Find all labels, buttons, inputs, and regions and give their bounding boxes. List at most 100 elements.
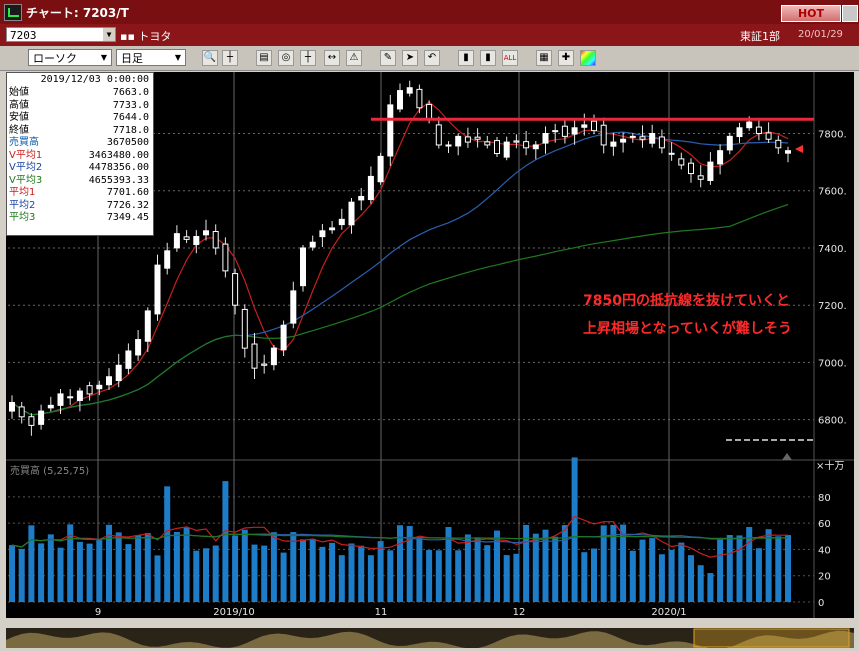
title-bar: チャート: 7203/T HOT (0, 0, 859, 24)
candle-body (707, 161, 714, 181)
grid-icon[interactable]: ▦ (536, 50, 552, 66)
volume-bar (154, 555, 161, 602)
info-row-value: 4478356.00 (88, 162, 149, 173)
crosshair-icon[interactable]: ┼ (222, 50, 238, 66)
color-palette-icon[interactable] (580, 50, 596, 66)
candle-body (620, 138, 627, 143)
volume-bar (193, 550, 200, 602)
volume-bar (503, 555, 510, 602)
chevron-down-icon[interactable]: ▼ (103, 28, 115, 41)
candle-body (726, 135, 733, 151)
volume-bar (610, 524, 617, 602)
candle-body (232, 273, 239, 306)
volume-bar (106, 524, 112, 602)
candle-body (717, 150, 724, 165)
volume-bar (319, 546, 326, 602)
candle-body (154, 264, 161, 315)
volume-bar (86, 543, 93, 602)
candle-body (474, 136, 481, 140)
wrench-icon[interactable]: ✚ (558, 50, 574, 66)
symbol-code-input[interactable]: 7203 ▼ (6, 27, 116, 42)
info-row: 売買高 3670500 (7, 137, 153, 149)
navigator-window[interactable] (693, 628, 850, 648)
info-row: 平均1 7701.60 (7, 187, 153, 199)
volume-bar (348, 543, 355, 602)
candle-body (765, 132, 772, 140)
candle-body (135, 339, 142, 356)
volume-tick-label: 0 (818, 598, 824, 609)
date-tick-label: 2020/1 (651, 607, 686, 618)
info-row: 高値 7733.0 (7, 100, 153, 112)
candle-body (571, 127, 578, 135)
info-row-label: 安値 (9, 112, 29, 123)
price-chart[interactable]: 7800. 7600. 7400. 7200. 7000. 6800. 80 60 40 20 0 ×… (6, 72, 854, 618)
candle-right-icon[interactable]: ▮ (480, 50, 496, 66)
candle-body (755, 126, 762, 135)
candle-body (241, 308, 248, 349)
volume-tick-label: 40 (818, 545, 831, 556)
candle-body (377, 155, 384, 183)
chart-area[interactable]: 7800. 7600. 7400. 7200. 7000. 6800. 80 60 40 20 0 ×… (6, 72, 854, 618)
info-row: V平均2 4478356.00 (7, 162, 153, 174)
candle-body (649, 133, 656, 144)
annotation-line2: 上昇相場となっていくが難しそう (583, 321, 792, 337)
candle-body (426, 103, 433, 120)
zoom-icon[interactable]: 🔍 (202, 50, 218, 66)
candle-body (222, 243, 229, 272)
period-select[interactable]: 日足 ▼ (116, 49, 186, 66)
price-tick-label: 7000. (818, 358, 847, 369)
volume-bar (232, 535, 239, 602)
volume-bar (338, 555, 345, 602)
all-icon[interactable]: ALL (502, 50, 518, 66)
chart-type-select[interactable]: ローソク ▼ (28, 49, 112, 66)
pen-icon[interactable]: ✎ (380, 50, 396, 66)
undo-icon[interactable]: ↶ (424, 50, 440, 66)
arrows-icon[interactable]: ↔ (324, 50, 340, 66)
volume-bar (629, 550, 636, 602)
volume-bar (406, 526, 413, 602)
volume-bar (329, 542, 336, 602)
pointer-icon[interactable]: ➤ (402, 50, 418, 66)
volume-bar (717, 539, 724, 602)
volume-bar (76, 541, 83, 602)
candle-body (358, 195, 365, 201)
print-icon[interactable]: ▤ (256, 50, 272, 66)
candle-body (203, 230, 209, 236)
candle-body (86, 385, 93, 395)
volume-bar (561, 525, 568, 602)
price-tick-label: 7800. (818, 130, 847, 141)
candle-body (494, 140, 500, 155)
volume-bar (358, 545, 365, 602)
info-row-label: V平均1 (9, 149, 43, 161)
volume-bar (736, 535, 743, 602)
info-datetime-value: 2019/12/03 0:00:00 (40, 74, 149, 85)
info-row-value: 7733.0 (112, 99, 149, 111)
candle-body (785, 150, 791, 154)
bars-icon[interactable]: ┼ (300, 50, 316, 66)
candle-body (542, 133, 549, 144)
chevron-down-icon[interactable]: ▼ (174, 53, 182, 62)
volume-bar (203, 548, 209, 602)
navigator-strip[interactable] (6, 628, 854, 650)
date-tick-label: 12 (513, 607, 526, 618)
volume-bar (581, 552, 588, 602)
alert-icon[interactable]: ⚠ (346, 50, 362, 66)
volume-bar (697, 565, 704, 602)
settings-icon[interactable]: ◎ (278, 50, 294, 66)
volume-bar (212, 545, 219, 602)
candle-left-icon[interactable]: ▮ (458, 50, 474, 66)
candle-body (736, 127, 743, 138)
candle-body (28, 416, 35, 426)
hot-button[interactable]: HOT (781, 5, 841, 22)
symbol-code-value: 7203 (10, 29, 37, 42)
volume-bar (164, 486, 171, 602)
ma3-line (11, 203, 789, 416)
navigator-chart (6, 628, 854, 650)
volume-bar (620, 524, 627, 602)
chevron-down-icon[interactable]: ▼ (100, 53, 108, 62)
volume-bar (144, 533, 151, 602)
volume-bar (135, 535, 142, 602)
close-button[interactable] (842, 5, 858, 22)
info-row: V平均1 3463480.00 (7, 150, 153, 162)
volume-bar (726, 534, 733, 602)
